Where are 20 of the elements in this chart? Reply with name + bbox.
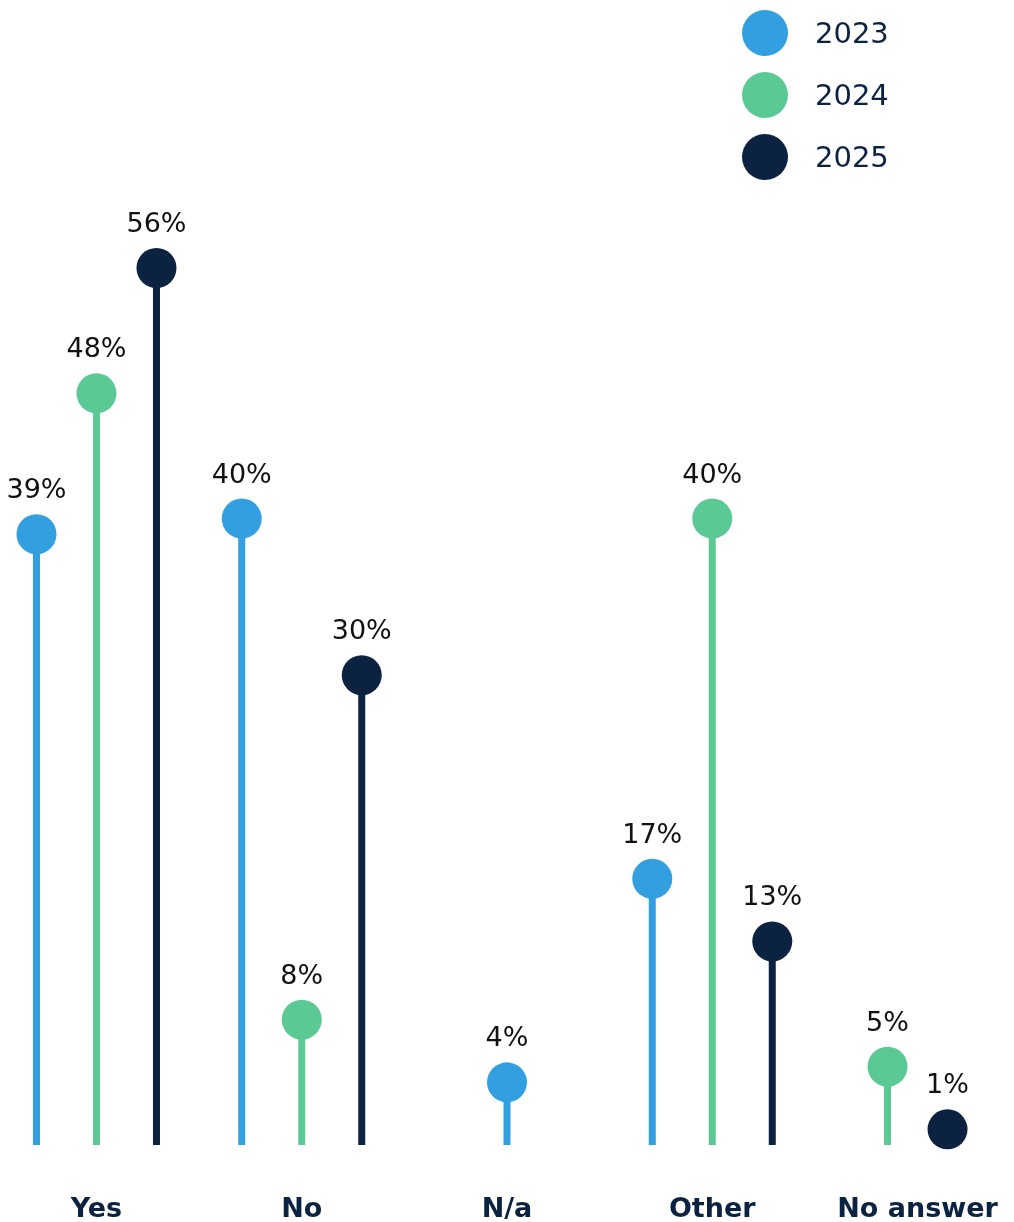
data-label: 30% — [331, 614, 392, 646]
data-label: 39% — [6, 473, 67, 505]
legend-label: 2023 — [815, 16, 889, 50]
x-tick-label: No — [281, 1192, 323, 1222]
data-label: 17% — [622, 817, 683, 849]
legend-label: 2025 — [815, 140, 889, 174]
data-label: 40% — [682, 457, 743, 489]
data-label: 13% — [742, 880, 803, 912]
data-label: 48% — [66, 332, 127, 364]
x-tick-label: Yes — [69, 1192, 123, 1222]
x-tick-label: Other — [668, 1192, 757, 1222]
data-label: 1% — [926, 1068, 969, 1100]
data-label: 8% — [280, 958, 324, 990]
data-label: 5% — [866, 1005, 909, 1037]
legend-label: 2024 — [815, 78, 889, 112]
x-tick-label: No answer — [837, 1192, 999, 1222]
x-tick-label: N/a — [481, 1192, 533, 1222]
data-label: 40% — [211, 457, 272, 489]
data-label: 4% — [485, 1021, 529, 1053]
data-label: 56% — [126, 207, 187, 238]
